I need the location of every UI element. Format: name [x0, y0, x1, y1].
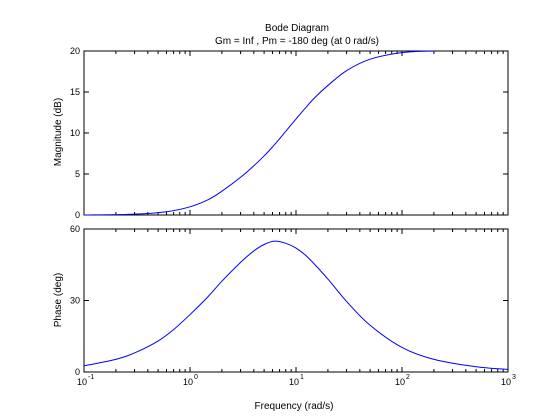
phase-curve	[83, 240, 509, 370]
x-tick-exponent: -1	[88, 374, 94, 381]
chart-subtitle: Gm = Inf , Pm = -180 deg (at 0 rad/s)	[215, 36, 379, 47]
axes-box-phase	[83, 228, 509, 373]
magnitude-ylabel: Magnitude (dB)	[53, 98, 64, 166]
x-tick-label: 10	[501, 377, 511, 387]
y-tick-label: 5	[75, 169, 80, 179]
x-tick-exponent: 2	[406, 374, 410, 381]
y-tick-label: 0	[75, 210, 80, 220]
axes-box-magnitude	[83, 50, 509, 216]
chart-title: Bode Diagram	[265, 23, 329, 34]
phase-ylabel: Phase (deg)	[53, 273, 64, 327]
y-tick-label: 15	[70, 87, 80, 97]
x-tick-label: 10	[395, 377, 405, 387]
magnitude-curve	[83, 50, 434, 216]
y-tick-label: 10	[70, 128, 80, 138]
x-tick-exponent: 0	[194, 374, 198, 381]
x-tick-label: 10	[77, 377, 87, 387]
frequency-xlabel: Frequency (rad/s)	[255, 401, 334, 412]
y-tick-label: 60	[70, 224, 80, 234]
x-tick-exponent: 3	[512, 374, 516, 381]
magnitude-panel: 0 5 10 15 20	[70, 46, 509, 220]
x-tick-label: 10	[289, 377, 299, 387]
y-tick-label: 30	[70, 296, 80, 306]
x-tick-label: 10	[183, 377, 193, 387]
y-tick-label: 20	[70, 46, 80, 56]
x-tick-exponent: 1	[300, 374, 304, 381]
y-tick-label: 0	[75, 367, 80, 377]
